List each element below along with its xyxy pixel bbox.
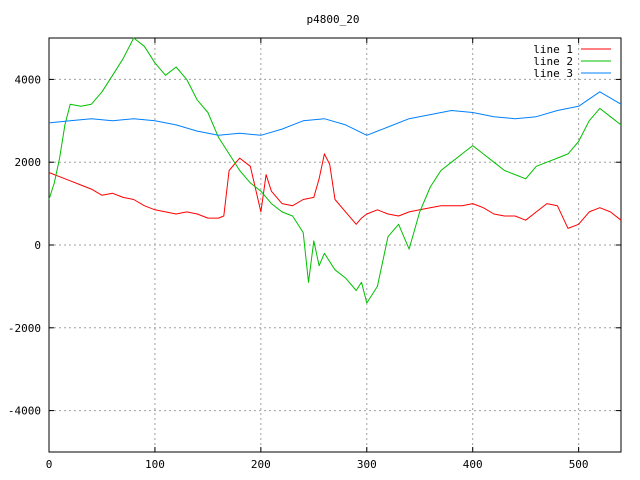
- y-tick-label: 2000: [15, 156, 42, 169]
- legend-label-1: line 1: [533, 43, 573, 56]
- x-tick-label: 0: [46, 458, 53, 471]
- series-lines: [48, 37, 622, 304]
- legend-label-3: line 3: [533, 67, 573, 80]
- legend-label-2: line 2: [533, 55, 573, 68]
- chart-title: p4800_20: [307, 13, 360, 26]
- axes: 0 100 200 300 400 500 -4000 -2000 0 2000 4000: [8, 37, 622, 471]
- y-tick-label: -4000: [8, 405, 41, 418]
- x-tick-label: 200: [251, 458, 271, 471]
- y-tick-label: 0: [34, 239, 41, 252]
- series-line-2: [48, 37, 622, 304]
- y-tick-label: -2000: [8, 322, 41, 335]
- y-tick-label: 4000: [15, 73, 42, 86]
- series-line-1: [48, 153, 622, 229]
- series-line-3: [48, 91, 622, 136]
- x-tick-label: 100: [145, 458, 165, 471]
- x-tick-label: 300: [357, 458, 377, 471]
- x-tick-label: 500: [569, 458, 589, 471]
- grid: [49, 38, 621, 452]
- x-tick-label: 400: [463, 458, 483, 471]
